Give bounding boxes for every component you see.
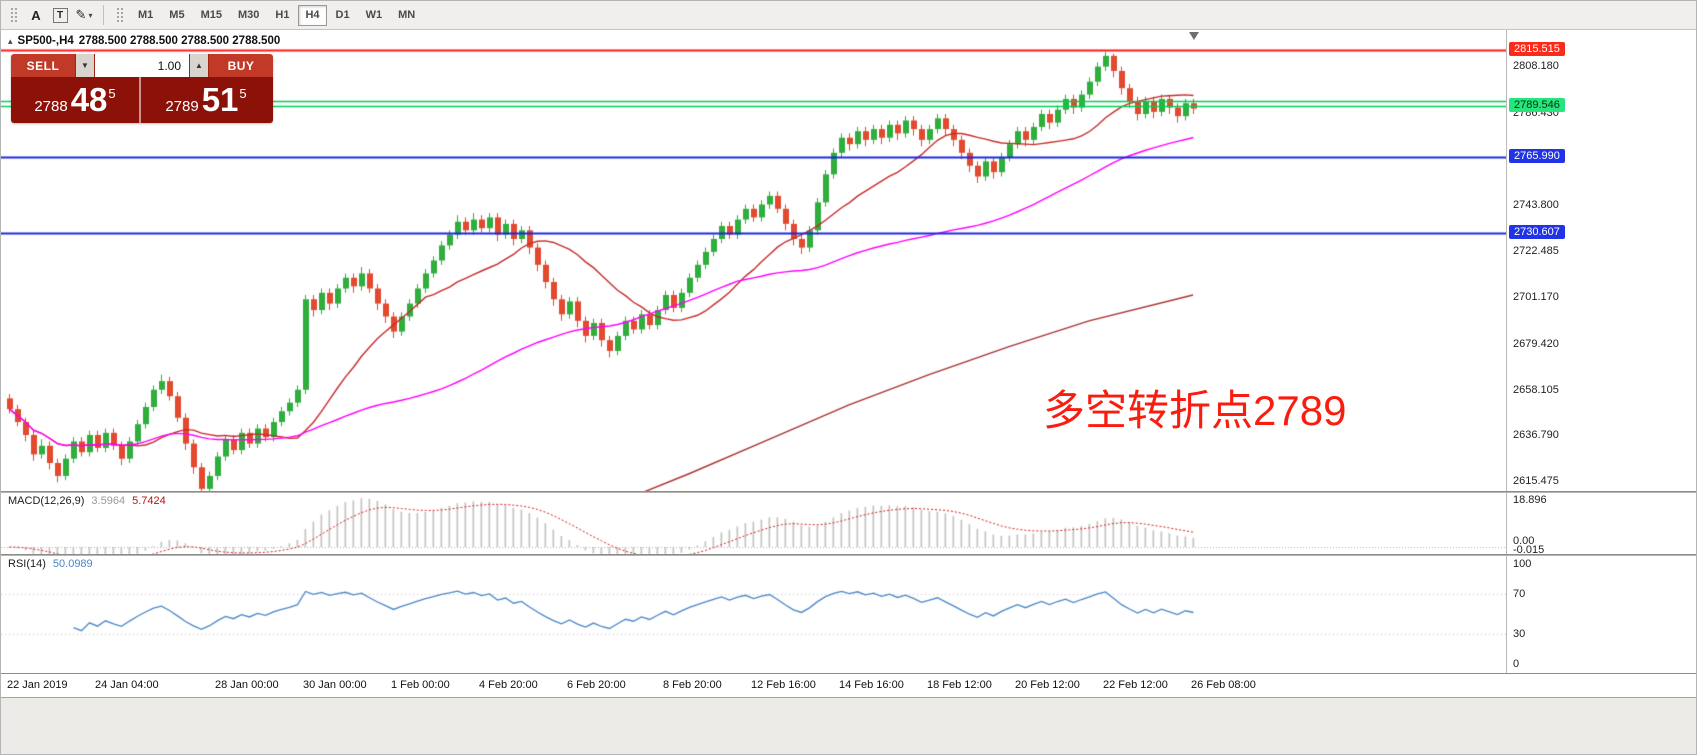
main-toolbar: A T ✎ ▾ M1 M5 M15 M30 H1 H4 D1 W1 MN: [1, 1, 1696, 30]
volume-increase-button[interactable]: ▲: [189, 54, 209, 77]
rsi-axis-label: 0: [1513, 658, 1520, 670]
time-axis-label: 26 Feb 08:00: [1191, 679, 1256, 691]
rsi-canvas[interactable]: [1, 556, 1506, 672]
price-line-tag: 2730.607: [1509, 225, 1565, 240]
price-line-tag: 2765.990: [1509, 149, 1565, 164]
price-axis-label: 2701.170: [1513, 290, 1559, 303]
time-axis-label: 14 Feb 16:00: [839, 679, 904, 691]
text-tool-icon: T: [52, 7, 68, 23]
timeframe-button-w1[interactable]: W1: [359, 5, 390, 26]
timeframe-button-d1[interactable]: D1: [329, 5, 357, 26]
time-axis-label: 18 Feb 12:00: [927, 679, 992, 691]
status-strip: [1, 697, 1696, 754]
rsi-indicator-label: RSI(14): [8, 558, 46, 570]
toolbar-grip-icon[interactable]: [10, 6, 19, 24]
price-axis-label: 2679.420: [1513, 337, 1559, 350]
timeframe-button-mn[interactable]: MN: [391, 5, 422, 26]
macd-canvas[interactable]: [1, 493, 1506, 554]
time-axis-label: 22 Jan 2019: [7, 679, 68, 691]
macd-axis-label: 18.896: [1513, 493, 1547, 506]
price-axis-label: 2808.180: [1513, 60, 1559, 73]
time-axis-label: 12 Feb 16:00: [751, 679, 816, 691]
draw-objects-button[interactable]: ✎ ▾: [73, 4, 95, 26]
font-tool-button[interactable]: A: [25, 4, 47, 26]
timeframe-toolbar: M1 M5 M15 M30 H1 H4 D1 W1 MN: [130, 4, 423, 26]
ask-pips: 51: [201, 81, 239, 118]
font-tool-icon: A: [31, 7, 41, 23]
bid-point: 5: [108, 86, 116, 101]
timeframe-button-m1[interactable]: M1: [131, 5, 160, 26]
bid-prefix: 2788: [34, 98, 68, 115]
time-axis-label: 24 Jan 04:00: [95, 679, 159, 691]
time-axis-label: 8 Feb 20:00: [663, 679, 722, 691]
one-click-trading-widget: SELL ▼ ▲ BUY 2788 48 5 2789 51 5: [11, 54, 273, 123]
time-axis-label: 20 Feb 12:00: [1015, 679, 1080, 691]
price-chart-panel: ▴ SP500-,H4 2788.500 2788.500 2788.500 2…: [1, 30, 1506, 491]
bid-pips: 48: [70, 81, 108, 118]
volume-decrease-button[interactable]: ▼: [75, 54, 95, 77]
macd-axis-label: -0.015: [1513, 543, 1545, 556]
macd-indicator-label: MACD(12,26,9): [8, 495, 85, 507]
text-tool-button[interactable]: T: [49, 4, 71, 26]
timeframe-button-m30[interactable]: M30: [231, 5, 266, 26]
timeframe-button-m5[interactable]: M5: [162, 5, 191, 26]
rsi-axis-label: 100: [1513, 558, 1532, 570]
chart-ohlc-values: 2788.500 2788.500 2788.500 2788.500: [78, 35, 281, 47]
rsi-axis-label: 30: [1513, 628, 1526, 640]
price-axis[interactable]: 2808.180 2786.430 2743.800 2722.485 2701.170…: [1506, 30, 1696, 697]
ask-prefix: 2789: [165, 98, 199, 115]
time-axis-label: 30 Jan 00:00: [303, 679, 367, 691]
rsi-axis-label: 70: [1513, 588, 1526, 600]
time-axis-label: 22 Feb 12:00: [1103, 679, 1168, 691]
chevron-down-icon: ▾: [88, 10, 93, 20]
toolbar-separator: [103, 5, 104, 25]
bid-price[interactable]: 2788 48 5: [11, 77, 141, 123]
panel-divider[interactable]: [1, 554, 1696, 556]
price-axis-label: 2743.800: [1513, 198, 1559, 211]
chart-text-annotation[interactable]: 多空转折点2789: [1043, 387, 1347, 434]
time-axis[interactable]: 22 Jan 2019 24 Jan 04:00 28 Jan 00:00 30 Ja…: [1, 673, 1696, 697]
price-axis-label: 2636.790: [1513, 429, 1559, 442]
rsi-value: 50.0989: [52, 558, 93, 570]
rsi-label-row: RSI(14) 50.0989: [8, 558, 93, 570]
ask-price[interactable]: 2789 51 5: [141, 77, 271, 123]
rsi-indicator-panel: RSI(14) 50.0989: [1, 556, 1506, 672]
buy-button[interactable]: BUY: [209, 54, 273, 77]
price-axis-label: 2615.475: [1513, 475, 1559, 488]
timeframe-button-m15[interactable]: M15: [194, 5, 229, 26]
panel-divider[interactable]: [1, 491, 1696, 493]
price-axis-label: 2722.485: [1513, 244, 1559, 257]
time-axis-label: 4 Feb 20:00: [479, 679, 538, 691]
chart-collapse-icon: ▴: [8, 35, 13, 46]
ask-point: 5: [239, 86, 247, 101]
trade-controls-row: SELL ▼ ▲ BUY: [11, 54, 273, 77]
bid-ask-display: 2788 48 5 2789 51 5: [11, 77, 273, 123]
macd-label-row: MACD(12,26,9) 3.5964 5.7424: [8, 495, 166, 507]
sell-button[interactable]: SELL: [11, 54, 75, 77]
macd-axis-label: 0.00: [1513, 535, 1535, 548]
price-axis-label: 2658.105: [1513, 383, 1559, 396]
time-axis-label: 1 Feb 00:00: [391, 679, 450, 691]
time-axis-label: 6 Feb 20:00: [567, 679, 626, 691]
macd-indicator-panel: MACD(12,26,9) 3.5964 5.7424: [1, 493, 1506, 554]
price-line-tag: 2789.546: [1509, 98, 1565, 113]
chart-title: ▴ SP500-,H4 2788.500 2788.500 2788.500 2…: [8, 35, 280, 47]
macd-signal-value: 5.7424: [132, 495, 166, 507]
price-line-tag: 2815.515: [1509, 42, 1565, 57]
time-axis-label: 28 Jan 00:00: [215, 679, 279, 691]
timeframe-button-h1[interactable]: H1: [268, 5, 296, 26]
macd-main-value: 3.5964: [91, 495, 126, 507]
pencil-icon: ✎: [75, 7, 87, 22]
volume-input[interactable]: [95, 54, 189, 77]
timeframe-toolbar-grip-icon[interactable]: [116, 6, 125, 24]
chart-symbol-label: SP500-,H4: [17, 35, 74, 47]
timeframe-button-h4[interactable]: H4: [298, 4, 327, 26]
chart-shift-marker-icon: [1189, 32, 1199, 40]
